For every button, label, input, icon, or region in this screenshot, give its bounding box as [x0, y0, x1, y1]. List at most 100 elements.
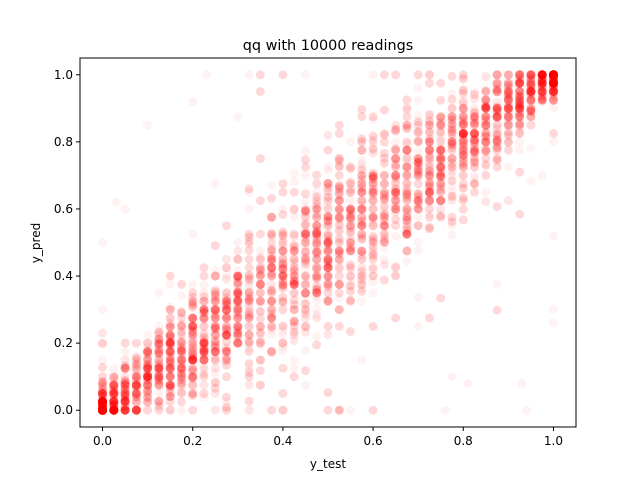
scatter-point — [199, 338, 209, 348]
scatter-point — [391, 313, 401, 323]
scatter-point — [470, 106, 479, 115]
scatter-point — [301, 307, 310, 317]
scatter-point — [458, 115, 468, 125]
scatter-point — [379, 105, 389, 115]
scatter-point — [515, 117, 525, 127]
scatter-point — [210, 297, 220, 307]
scatter-point — [357, 271, 367, 281]
scatter-point — [244, 359, 254, 369]
scatter-point — [289, 336, 299, 345]
scatter-point — [549, 85, 558, 95]
scatter-point — [188, 389, 198, 398]
scatter-point — [391, 262, 401, 271]
scatter-point — [210, 378, 220, 388]
scatter-point — [154, 288, 164, 298]
scatter-point — [120, 363, 130, 373]
scatter-point — [379, 260, 389, 270]
scatter-point — [267, 325, 277, 335]
scatter-point — [98, 372, 107, 382]
scatter-point — [503, 78, 513, 88]
scatter-point — [323, 197, 333, 207]
scatter-point — [98, 405, 107, 415]
scatter-point — [515, 78, 525, 88]
scatter-point — [199, 305, 209, 315]
scatter-point — [98, 405, 107, 415]
scatter-point — [267, 296, 277, 306]
scatter-point — [458, 170, 468, 180]
scatter-point — [177, 365, 186, 375]
scatter-point — [357, 196, 367, 206]
scatter-point — [312, 283, 322, 292]
scatter-point — [131, 405, 141, 415]
scatter-point — [143, 359, 153, 369]
scatter-point — [109, 396, 119, 406]
scatter-point — [188, 326, 198, 336]
scatter-point — [515, 102, 525, 112]
scatter-point — [391, 262, 401, 272]
scatter-point — [143, 371, 153, 381]
scatter-point — [301, 254, 310, 264]
scatter-point — [357, 155, 367, 165]
scatter-point — [436, 154, 446, 164]
scatter-point — [244, 204, 254, 214]
scatter-point — [549, 87, 558, 96]
scatter-point — [549, 70, 558, 80]
scatter-point — [233, 112, 243, 122]
scatter-point — [391, 170, 401, 180]
scatter-point — [379, 154, 389, 164]
scatter-point — [526, 70, 536, 80]
scatter-point — [188, 321, 198, 331]
scatter-point — [233, 288, 243, 298]
scatter-point — [267, 323, 277, 333]
scatter-point — [188, 229, 198, 239]
scatter-point — [109, 405, 119, 415]
scatter-point — [515, 87, 525, 97]
scatter-point — [413, 179, 423, 189]
scatter-point — [109, 397, 119, 407]
scatter-point — [492, 112, 502, 122]
scatter-point — [323, 229, 333, 239]
scatter-point — [188, 313, 198, 323]
scatter-point — [515, 92, 525, 102]
scatter-point — [98, 405, 107, 415]
scatter-point — [334, 265, 344, 275]
scatter-point — [425, 170, 434, 180]
scatter-point — [98, 405, 107, 415]
scatter-point — [312, 260, 322, 270]
scatter-point — [391, 187, 401, 197]
scatter-point — [447, 181, 457, 191]
scatter-point — [323, 196, 333, 206]
scatter-point — [402, 212, 412, 222]
scatter-point — [267, 180, 277, 190]
scatter-point — [458, 129, 468, 138]
scatter-point — [436, 126, 446, 136]
scatter-point — [549, 70, 558, 80]
scatter-point — [244, 380, 254, 390]
scatter-point — [503, 70, 513, 80]
scatter-point — [368, 288, 378, 298]
scatter-point — [436, 120, 446, 130]
scatter-point — [120, 380, 130, 390]
scatter-point — [346, 231, 355, 240]
scatter-point — [131, 374, 141, 383]
scatter-point — [549, 78, 558, 88]
scatter-point — [278, 204, 288, 214]
scatter-point — [289, 169, 299, 179]
scatter-point — [436, 112, 446, 122]
scatter-point — [492, 103, 502, 113]
scatter-point — [492, 103, 502, 113]
scatter-point — [458, 103, 468, 113]
scatter-point — [255, 380, 265, 390]
scatter-point — [334, 249, 344, 259]
scatter-point — [98, 405, 107, 415]
scatter-point — [402, 136, 412, 146]
scatter-point — [526, 72, 536, 82]
scatter-point — [98, 400, 107, 410]
scatter-point — [481, 95, 491, 105]
scatter-point — [177, 358, 186, 368]
scatter-point — [481, 102, 491, 112]
scatter-point — [447, 134, 457, 143]
scatter-point — [154, 396, 164, 406]
scatter-point — [165, 330, 175, 340]
scatter-point — [244, 187, 254, 197]
